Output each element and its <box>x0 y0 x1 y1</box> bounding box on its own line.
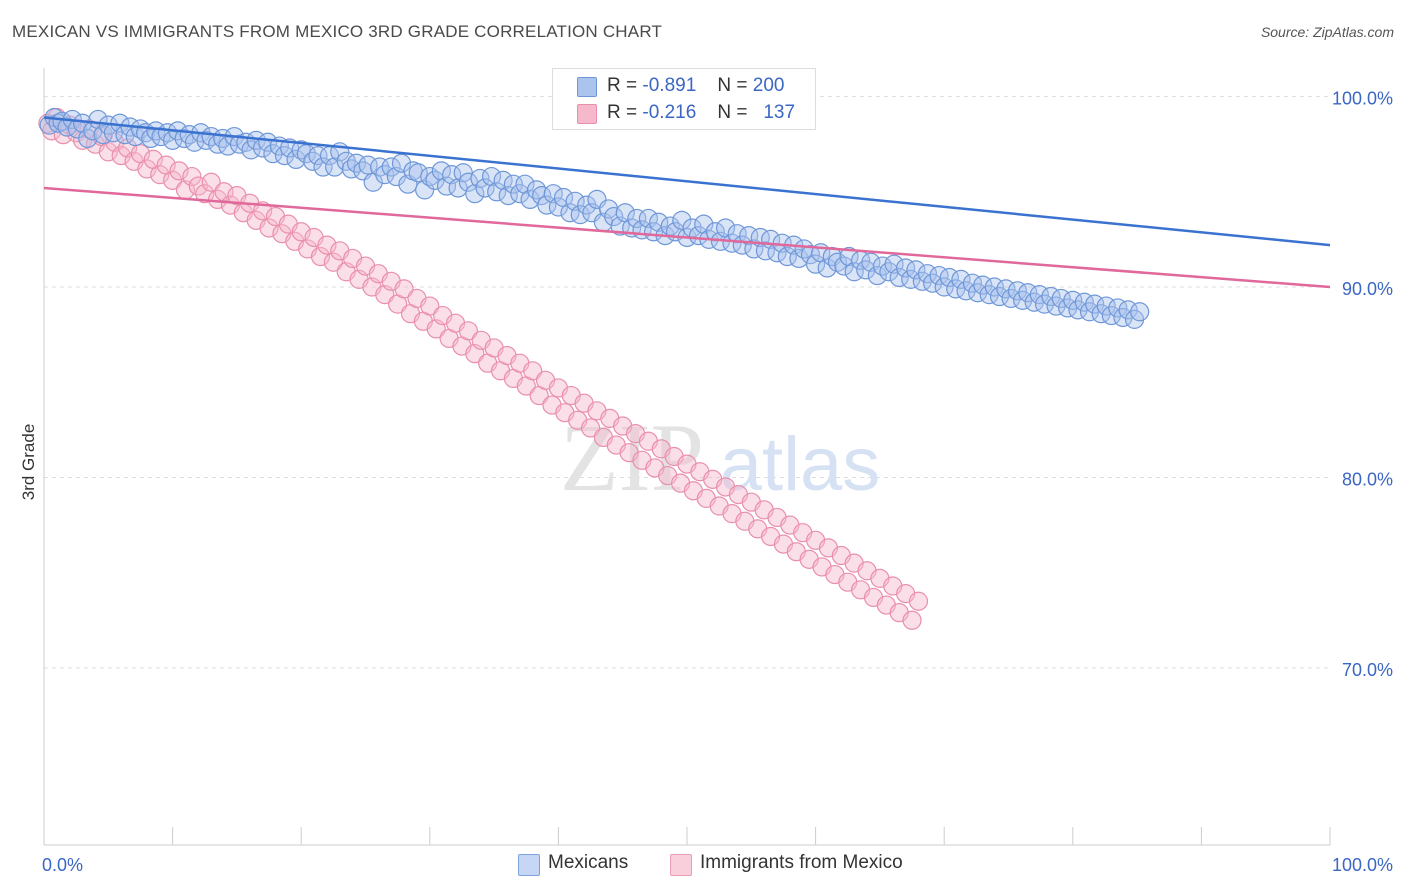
data-point-mexicans <box>951 269 971 289</box>
legend-swatch-blue <box>577 77 597 97</box>
data-point-immigrants <box>394 279 414 299</box>
data-point-mexicans <box>291 140 311 160</box>
data-point-mexicans <box>627 208 647 229</box>
watermark-atlas: atlas <box>720 422 881 507</box>
data-point-mexicans <box>475 178 495 198</box>
y-tick-label: 80.0% <box>1342 469 1393 489</box>
legend-r-value: -0.216 <box>642 102 697 123</box>
data-point-immigrants <box>523 361 543 381</box>
correlation-legend: R = -0.891 N = 200 R = -0.216 N = 137 <box>552 68 816 130</box>
data-point-mexicans <box>448 178 468 198</box>
data-point-mexicans <box>258 132 278 152</box>
data-point-mexicans <box>515 174 535 194</box>
data-point-mexicans <box>303 151 323 171</box>
data-point-immigrants <box>201 172 221 192</box>
legend-label-immigrants: Immigrants from Mexico <box>700 852 903 873</box>
data-point-mexicans <box>834 256 854 276</box>
data-point-mexicans <box>548 197 569 217</box>
data-point-mexicans <box>308 146 328 166</box>
data-point-mexicans <box>487 182 507 202</box>
data-point-mexicans <box>313 157 333 177</box>
data-point-immigrants <box>98 142 118 162</box>
x-tick-labels: 0.0% 100.0% <box>42 855 1393 875</box>
data-point-mexicans <box>906 260 926 280</box>
data-point-immigrants <box>420 296 440 316</box>
y-tick-label: 70.0% <box>1342 660 1393 680</box>
trend-lines <box>43 116 1331 289</box>
data-point-immigrants <box>323 252 343 272</box>
series-mexicans-points <box>39 107 1150 329</box>
source-label: Source: ZipAtlas.com <box>1260 24 1394 40</box>
data-point-mexicans <box>805 254 826 274</box>
y-axis-label: 3rd Grade <box>19 424 38 501</box>
watermark: ZIP atlas <box>560 404 880 511</box>
data-point-immigrants <box>458 321 478 341</box>
legend-swatch-immigrants <box>670 854 692 876</box>
data-point-mexicans <box>286 149 306 170</box>
data-point-mexicans <box>493 170 513 190</box>
data-point-immigrants <box>902 610 922 630</box>
legend-n-value: 200 <box>752 75 785 96</box>
data-point-mexicans <box>672 210 692 230</box>
legend-n-value: 137 <box>763 102 796 123</box>
trend-line-immigrants <box>43 186 1331 289</box>
data-point-mexicans <box>789 248 809 269</box>
data-point-mexicans <box>520 189 540 210</box>
x-tick-label: 0.0% <box>42 855 83 875</box>
data-point-mexicans <box>196 130 216 150</box>
y-tick-labels: 70.0% 80.0% 90.0% 100.0% <box>1332 89 1393 680</box>
data-point-mexicans <box>1130 302 1150 322</box>
data-point-mexicans <box>465 184 485 204</box>
data-point-immigrants <box>580 418 601 438</box>
data-point-mexicans <box>694 214 714 234</box>
series-legend: Mexicans Immigrants from Mexico <box>0 852 1406 878</box>
legend-r-value: -0.891 <box>642 75 697 96</box>
data-point-mexicans <box>458 172 478 192</box>
y-tick-label: 90.0% <box>1342 279 1393 299</box>
legend-n-label: N = <box>717 102 748 123</box>
data-point-mexicans <box>174 128 194 149</box>
chart-title: MEXICAN VS IMMIGRANTS FROM MEXICO 3RD GR… <box>12 22 663 41</box>
data-point-mexicans <box>425 170 445 190</box>
data-point-mexicans <box>604 206 624 227</box>
legend-r-label: R = <box>607 102 638 123</box>
data-point-mexicans <box>503 174 523 194</box>
data-point-mexicans <box>817 258 837 278</box>
legend-swatch-mexicans <box>518 854 540 876</box>
data-point-mexicans <box>420 166 440 187</box>
data-point-mexicans <box>381 157 401 177</box>
data-point-immigrants <box>182 166 202 187</box>
y-tick-label: 100.0% <box>1332 89 1393 109</box>
legend-swatch-pink <box>577 104 597 124</box>
data-point-mexicans <box>923 273 943 293</box>
data-point-immigrants <box>188 176 208 196</box>
legend-r-label: R = <box>607 75 638 96</box>
series-immigrants-points <box>38 107 929 630</box>
data-point-immigrants <box>163 170 183 190</box>
data-point-mexicans <box>867 265 887 286</box>
legend-n-label: N = <box>717 75 748 96</box>
data-point-mexicans <box>453 163 473 183</box>
data-point-mexicans <box>431 161 451 181</box>
data-point-mexicans <box>408 163 428 183</box>
trend-line-mexicans <box>43 116 1331 247</box>
data-point-mexicans <box>839 246 859 267</box>
data-point-immigrants <box>908 591 929 611</box>
data-point-mexicans <box>325 157 345 177</box>
legend-label-mexicans: Mexicans <box>548 852 629 873</box>
x-tick-label: 100.0% <box>1332 855 1393 875</box>
data-point-mexicans <box>481 166 502 187</box>
axes <box>43 68 1331 846</box>
